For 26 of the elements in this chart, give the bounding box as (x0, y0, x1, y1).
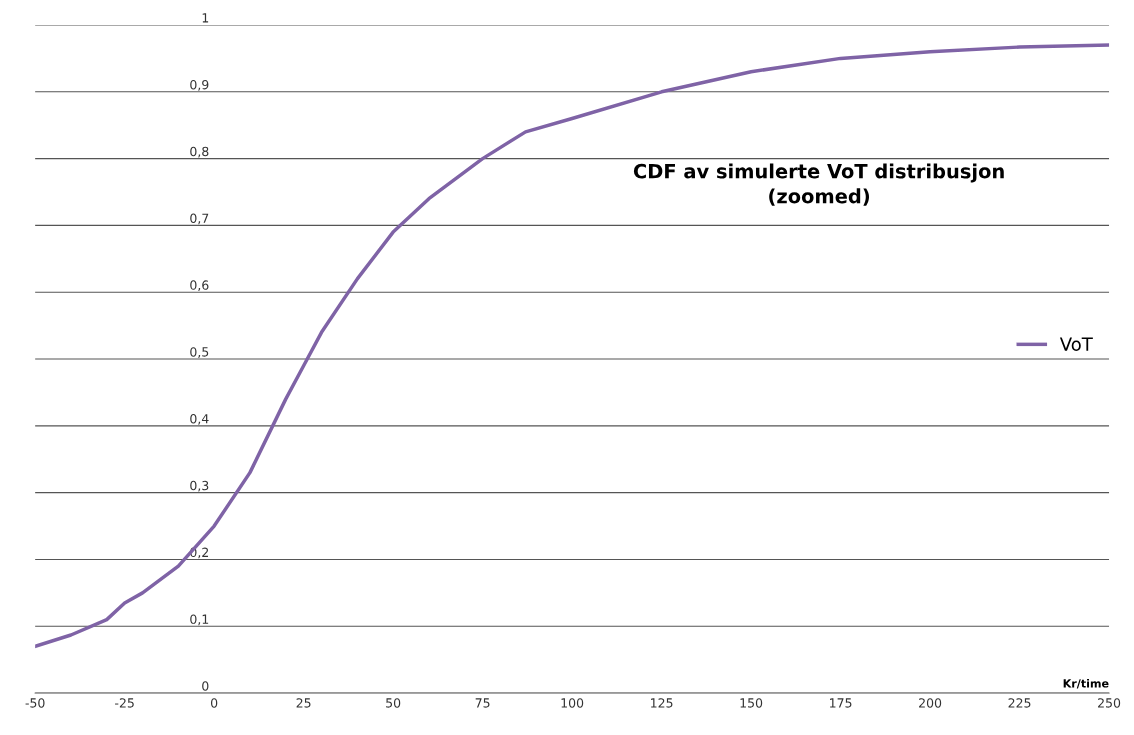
x-tick-label: 150 (740, 698, 763, 708)
x-tick-label: 50 (386, 698, 401, 708)
text: CDF av simulerte VoT distribusjon (zoomed) (633, 163, 1004, 206)
legend-label: VoT (1059, 337, 1093, 351)
x-tick-label: 100 (561, 698, 584, 708)
x-tick-label: 25 (296, 698, 311, 708)
y-tick-label: 0,6 (190, 280, 209, 292)
x-tick-label: 250 (1098, 698, 1121, 708)
y-tick-label: 0,3 (190, 480, 209, 492)
y-tick-label: 1 (202, 13, 209, 23)
x-tick-label: 175 (830, 698, 852, 708)
x-axis-title: Kr/time (1063, 679, 1109, 689)
x-tick-label: 0 (210, 698, 218, 708)
x-tick-label: -25 (115, 698, 134, 708)
y-tick-label: 0 (202, 681, 209, 691)
y-tick-label: 0,4 (190, 413, 209, 425)
y-tick-label: 0,5 (190, 347, 209, 358)
x-tick-label: 75 (475, 698, 490, 708)
x-tick-label: -50 (25, 698, 45, 708)
x-tick-label: 125 (651, 698, 673, 708)
y-tick-label: 0,8 (190, 146, 209, 158)
x-tick-label: 200 (919, 698, 942, 708)
y-tick-label: 0,7 (190, 213, 209, 225)
y-tick-label: 0,9 (190, 79, 209, 91)
y-tick-label: 0,1 (190, 614, 209, 626)
x-tick-label: 225 (1008, 698, 1031, 708)
